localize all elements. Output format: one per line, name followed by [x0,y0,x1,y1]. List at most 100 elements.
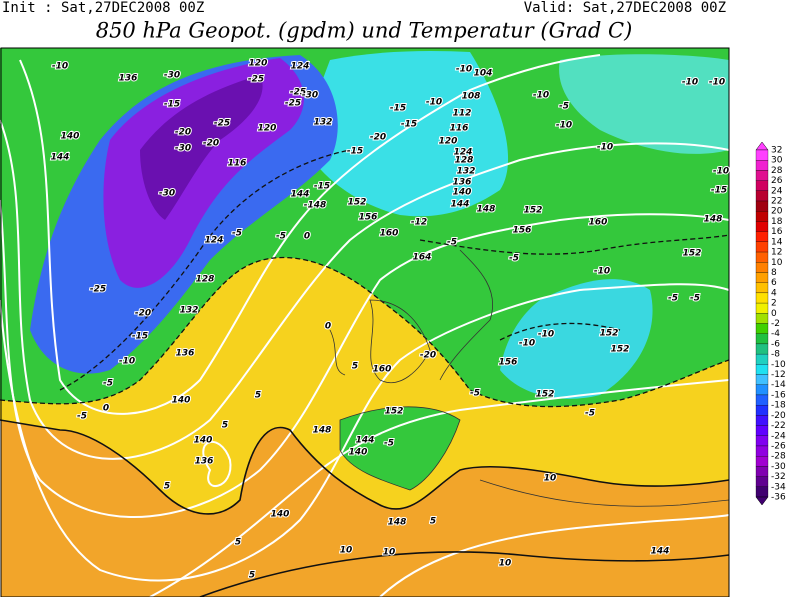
colorbar-cell [755,160,769,171]
yellow-field [0,257,729,514]
colorbar-label: 28 [771,166,783,176]
contour-label: -10 [713,167,729,177]
colorbar-label: -24 [771,431,786,441]
contour-label: -10 [519,339,535,349]
colorbar-cell [755,241,769,253]
contour-label: -25 [290,88,306,98]
contour-label: -25 [214,119,230,129]
colorbar-cell [755,333,769,345]
colorbar: 32302826242220181614121086420-2-4-6-8-10… [755,141,786,506]
contour-label: -5 [77,412,87,422]
contour-label: -148 [304,201,327,211]
cyan-field-east [500,279,653,399]
contour-label: 5 [352,362,358,372]
contour-label: -5 [585,409,595,419]
contour-label: 160 [589,218,608,228]
colorbar-label: -4 [771,329,780,339]
contour-label: -15 [164,100,180,110]
cyan-field [300,50,509,217]
contour-label: 108 [462,92,481,102]
contour-label: 0 [304,232,310,242]
contour-label: -5 [232,229,242,239]
map-title: 850 hPa Geopot. (gpdm) und Temperatur (G… [96,19,633,43]
contour-label: 120 [258,124,277,134]
contour-label: -30 [175,144,191,154]
contour-label: 5 [249,571,255,581]
contour-label: -10 [533,91,549,101]
colorbar-label: 24 [771,186,783,196]
colorbar-label: 6 [771,278,777,288]
contour-label: 160 [380,229,399,239]
contour-label: 5 [164,482,170,492]
colorbar-arrow-bottom [755,496,769,506]
contour-label: 144 [651,547,670,557]
temperature-contours [0,149,730,408]
colorbar-label: 8 [771,268,777,278]
contour-label: 120 [249,59,268,69]
colorbar-label: 26 [771,176,783,186]
contour-label: 140 [172,396,191,406]
contour-label: 144 [291,190,310,200]
contour-label: 132 [314,118,333,128]
contour-label: -30 [159,189,175,199]
contour-label: 132 [180,306,199,316]
colorbar-cell [755,425,769,436]
contour-label: 140 [271,510,290,520]
contour-label: -10 [709,78,725,88]
colorbar-label: -2 [771,319,780,329]
contour-label: 156 [513,226,532,236]
contour-label: 10 [340,546,353,556]
contour-label: 152 [683,249,702,259]
colorbar-cell [755,343,769,355]
colorbar-label: 0 [771,309,777,319]
contour-label: 152 [600,329,619,339]
contour-label: -20 [420,351,436,361]
contour-label: -25 [90,285,106,295]
contour-label: -10 [426,98,442,108]
colorbar-label: -12 [771,370,786,380]
deep-purple-field [140,75,263,220]
contour-label: 152 [524,206,543,216]
colorbar-label: -8 [771,350,780,360]
contour-label: -5 [470,389,480,399]
colorbar-cell [755,394,769,406]
geopotential-contours [0,54,730,597]
contour-label: -10 [594,267,610,277]
contour-label: 156 [499,358,518,368]
colorbar-cell [755,486,769,498]
contour-label: 10 [544,474,557,484]
contour-label: -5 [447,238,457,248]
colorbar-cell [755,272,769,283]
contour-label: 120 [439,137,458,147]
colorbar-cell [755,364,769,375]
contour-label: 148 [704,215,723,225]
colorbar-cell [755,384,769,396]
colorbar-cell [755,231,769,243]
colorbar-label: -20 [771,411,786,421]
contour-label: 5 [235,538,241,548]
colorbar-cell [755,313,769,324]
contour-label: 10 [499,559,512,569]
contour-label: 148 [388,518,407,528]
contour-label: 116 [228,159,247,169]
colorbar-label: -26 [771,441,786,451]
contour-label: -15 [390,104,406,114]
colorbar-label: 2 [771,299,777,309]
contour-label: 152 [611,345,630,355]
coastlines [329,249,730,507]
map-field [0,47,730,597]
contour-label: 152 [385,407,404,417]
colorbar-cell [755,404,769,416]
colorbar-label: 30 [771,156,783,166]
contour-label: -15 [347,147,363,157]
colorbar-label: 18 [771,217,783,227]
colorbar-cell [755,466,769,477]
colorbar-label: 22 [771,197,782,207]
contour-label: -20 [203,139,219,149]
colorbar-label: -28 [771,452,786,462]
colorbar-cell [755,374,769,385]
colorbar-label: -30 [771,462,786,472]
colorbar-cell [755,415,769,426]
